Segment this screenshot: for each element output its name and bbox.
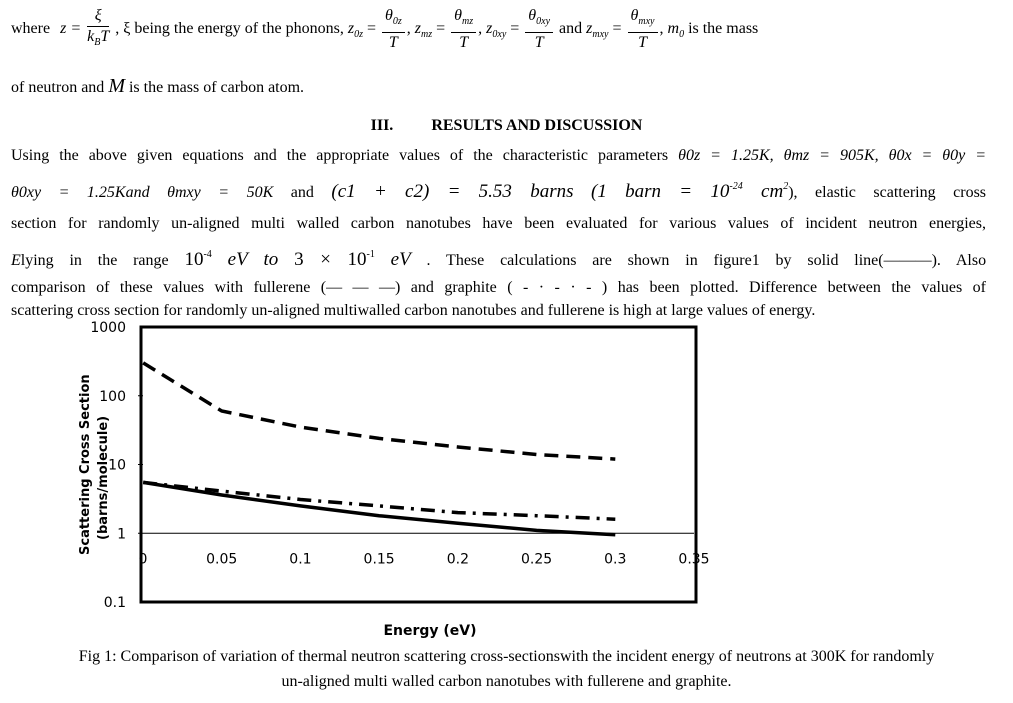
x-tick-label: 0.2 (447, 551, 469, 567)
intro-equation-line: where z = ξ kBT , ξ being the energy of … (11, 6, 759, 53)
intro-line2-end: is the mass of carbon atom. (128, 79, 305, 96)
series-line-dashed (142, 361, 616, 461)
x-tick-label: 0.15 (364, 551, 395, 567)
intro-line2-text: of neutron and (11, 79, 105, 96)
z0z-symbol: z0z (347, 20, 363, 41)
x-axis-ticks: 0 0.05 0.1 0.15 0.2 0.25 0.3 0.35 (139, 532, 710, 567)
x-tick-label: 0.25 (521, 551, 552, 567)
and-text: and (559, 20, 583, 38)
scattering-cross-section-chart: 0.1 1 10 100 1000 0 0.05 0.1 0.15 0.2 0.25 0.3 0.35… (78, 320, 710, 639)
section-heading: III. RESULTS AND DISCUSSION (0, 117, 1013, 135)
x-axis-label: Energy (eV) (383, 623, 476, 639)
para-line-4: Elying in the range 10-4 eV to 3 × 10-1 … (11, 249, 987, 270)
x-tick-label: 0 (139, 551, 148, 567)
intro-line-2: of neutron and M is the mass of carbon a… (11, 75, 304, 98)
m0-symbol: m0 (667, 20, 685, 41)
z-fraction: ξ kBT (87, 7, 110, 48)
para-line-2: θ0xy = 1.25Kand θmxy = 50K and (c1 + c2)… (11, 181, 987, 202)
x-tick-label: 0.1 (289, 551, 311, 567)
theta0xy-fraction: θ0xy T (525, 6, 554, 53)
x-tick-label: 0.35 (678, 551, 709, 567)
z-equals: z = (60, 20, 82, 38)
para-line-1: Using the above given equations and the … (11, 147, 987, 164)
y-axis-ticks: 0.1 1 10 100 1000 (90, 320, 143, 611)
series-line-solid (142, 480, 616, 537)
y-tick-label: 1000 (90, 320, 126, 336)
y-tick-label: 100 (99, 389, 126, 405)
section-title: RESULTS AND DISCUSSION (431, 117, 643, 134)
z0xy-symbol: z0xy (486, 20, 507, 41)
zmz-symbol: zmz (414, 20, 433, 41)
series-line-dashdot (143, 480, 616, 521)
x-tick-label: 0.05 (206, 551, 237, 567)
thetamz-fraction: θmz T (451, 6, 477, 53)
y-tick-label: 1 (117, 526, 126, 542)
para-line-3: section for randomly un-aligned multi wa… (11, 215, 986, 232)
y-tick-label: 0.1 (104, 595, 126, 611)
y-axis-label-line1: Scattering Cross Section (78, 374, 93, 555)
y-axis-label-line2: (barns/molecule) (96, 416, 111, 540)
para-line-5: comparison of these values with fulleren… (11, 279, 986, 296)
theta0z-fraction: θ0z T (382, 6, 405, 53)
xi-description: ξ being the energy of the phonons, (123, 20, 344, 38)
series-group (142, 361, 616, 537)
figure-caption-line2: un-aligned multi walled carbon nanotubes… (281, 673, 732, 690)
zmxy-symbol: zmxy (586, 20, 609, 41)
section-number: III. (370, 117, 394, 134)
results-paragraph: Using the above given equations and the … (11, 140, 986, 322)
M-symbol: M (108, 75, 125, 97)
thetamxy-fraction: θmxy T (627, 6, 658, 53)
para-line-6: scattering cross section for randomly un… (11, 302, 816, 319)
mass-text: is the mass (688, 20, 759, 38)
figure-caption-line1: Fig 1: Comparison of variation of therma… (78, 648, 935, 665)
where-text: where (11, 20, 51, 38)
y-tick-label: 10 (108, 458, 126, 474)
x-tick-label: 0.3 (604, 551, 626, 567)
